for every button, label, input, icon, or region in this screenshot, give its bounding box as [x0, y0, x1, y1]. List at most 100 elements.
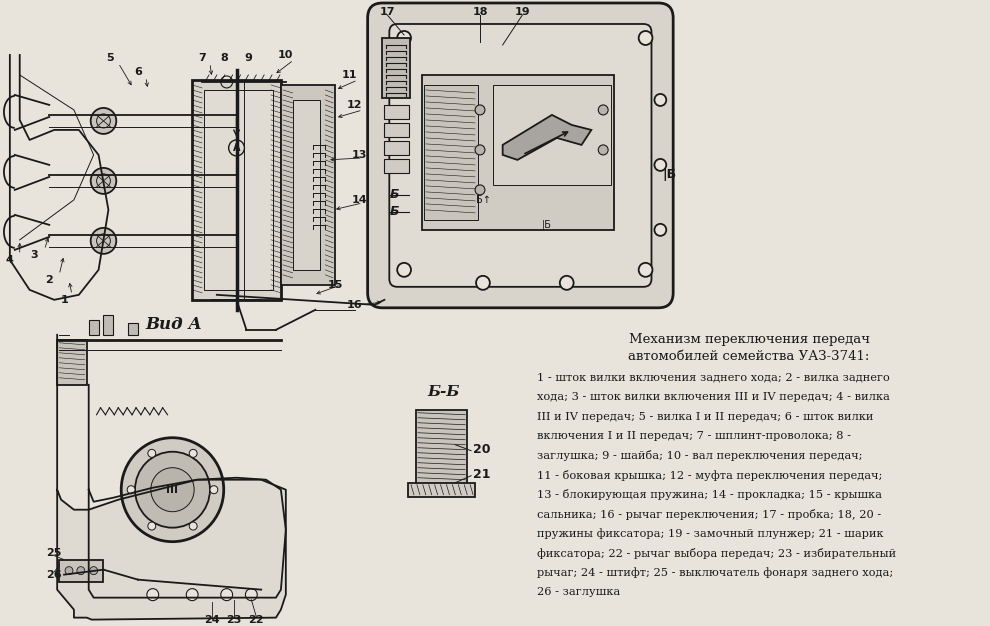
Circle shape: [189, 522, 197, 530]
Polygon shape: [57, 335, 286, 620]
Circle shape: [246, 588, 257, 600]
Bar: [59, 560, 104, 582]
Text: 12: 12: [347, 100, 362, 110]
Text: 3: 3: [31, 250, 39, 260]
Text: Механизм переключения передач: Механизм переключения передач: [629, 333, 869, 346]
Text: 16: 16: [347, 300, 362, 310]
Circle shape: [65, 567, 73, 575]
Text: III и IV передач; 5 - вилка I и II передач; 6 - шток вилки: III и IV передач; 5 - вилка I и II перед…: [538, 412, 873, 422]
Circle shape: [91, 228, 116, 254]
Bar: [424, 85, 478, 220]
Circle shape: [148, 522, 155, 530]
Bar: [89, 320, 99, 335]
Bar: [384, 159, 409, 173]
Text: 7: 7: [198, 53, 206, 63]
Text: 5: 5: [107, 53, 114, 63]
Circle shape: [598, 145, 608, 155]
Text: 1: 1: [60, 295, 68, 305]
Text: фиксатора; 22 - рычаг выбора передач; 23 - избирательный: фиксатора; 22 - рычаг выбора передач; 23…: [538, 548, 896, 558]
Bar: [416, 410, 467, 485]
Text: Б: Б: [389, 205, 399, 218]
Circle shape: [654, 224, 666, 236]
Circle shape: [559, 276, 573, 290]
Circle shape: [639, 31, 652, 45]
Text: 17: 17: [379, 7, 395, 17]
Circle shape: [90, 567, 98, 575]
Bar: [384, 123, 409, 137]
Text: 18: 18: [472, 7, 488, 17]
Text: 2: 2: [46, 275, 53, 285]
Circle shape: [397, 31, 411, 45]
Text: |Б: |Б: [542, 220, 552, 230]
FancyBboxPatch shape: [367, 3, 673, 308]
Text: 6: 6: [134, 67, 142, 77]
Text: III: III: [166, 485, 178, 495]
Bar: [281, 85, 335, 285]
Text: 24: 24: [204, 615, 220, 625]
Bar: [204, 90, 273, 290]
Circle shape: [148, 449, 155, 458]
Text: включения I и II передач; 7 - шплинт-проволока; 8 -: включения I и II передач; 7 - шплинт-про…: [538, 431, 851, 441]
Circle shape: [91, 168, 116, 194]
Text: сальника; 16 - рычаг переключения; 17 - пробка; 18, 20 -: сальника; 16 - рычаг переключения; 17 - …: [538, 509, 881, 520]
Circle shape: [654, 159, 666, 171]
Circle shape: [639, 263, 652, 277]
Text: 11 - боковая крышка; 12 - муфта переключения передач;: 11 - боковая крышка; 12 - муфта переключ…: [538, 470, 882, 481]
Circle shape: [189, 449, 197, 458]
Bar: [384, 105, 409, 119]
Bar: [192, 80, 281, 300]
Text: 19: 19: [515, 7, 531, 17]
Text: 23: 23: [226, 615, 242, 625]
Text: 9: 9: [245, 53, 252, 63]
Text: Б-Б: Б-Б: [428, 385, 459, 399]
Text: 20: 20: [473, 443, 491, 456]
Text: 14: 14: [351, 195, 367, 205]
Circle shape: [210, 486, 218, 494]
Text: А: А: [233, 143, 241, 153]
Circle shape: [475, 105, 485, 115]
Text: Б: Б: [389, 188, 399, 202]
Text: 1 - шток вилки включения заднего хода; 2 - вилка заднего: 1 - шток вилки включения заднего хода; 2…: [538, 372, 890, 382]
Text: 25: 25: [47, 548, 62, 558]
Text: заглушка; 9 - шайба; 10 - вал переключения передач;: заглушка; 9 - шайба; 10 - вал переключен…: [538, 450, 862, 461]
Bar: [382, 38, 410, 98]
Circle shape: [147, 588, 158, 600]
Circle shape: [121, 438, 224, 541]
Bar: [57, 340, 87, 385]
Circle shape: [91, 108, 116, 134]
Circle shape: [475, 185, 485, 195]
Bar: [408, 483, 475, 496]
Circle shape: [127, 486, 135, 494]
Text: 26 - заглушка: 26 - заглушка: [538, 587, 621, 597]
Text: 13: 13: [352, 150, 367, 160]
Polygon shape: [503, 115, 591, 160]
Circle shape: [150, 468, 194, 511]
Circle shape: [135, 452, 210, 528]
Circle shape: [77, 567, 85, 575]
Text: 22: 22: [248, 615, 264, 625]
Bar: [128, 323, 138, 335]
Text: рычаг; 24 - штифт; 25 - выключатель фонаря заднего хода;: рычаг; 24 - штифт; 25 - выключатель фона…: [538, 567, 893, 578]
Circle shape: [186, 588, 198, 600]
Text: 11: 11: [343, 70, 357, 80]
Text: пружины фиксатора; 19 - замочный плунжер; 21 - шарик: пружины фиксатора; 19 - замочный плунжер…: [538, 528, 884, 539]
Text: Вид А: Вид А: [146, 316, 203, 333]
Text: Б↑: Б↑: [475, 195, 490, 205]
Text: |Б: |Б: [662, 168, 676, 182]
Circle shape: [598, 105, 608, 115]
Circle shape: [654, 94, 666, 106]
FancyBboxPatch shape: [389, 24, 651, 287]
Text: 26: 26: [47, 570, 62, 580]
Text: хода; 3 - шток вилки включения III и IV передач; 4 - вилка: хода; 3 - шток вилки включения III и IV …: [538, 393, 890, 403]
Text: 4: 4: [6, 255, 14, 265]
Text: 8: 8: [221, 53, 229, 63]
Circle shape: [475, 145, 485, 155]
Circle shape: [397, 263, 411, 277]
Text: 21: 21: [473, 468, 491, 481]
Circle shape: [221, 588, 233, 600]
Bar: [422, 75, 614, 230]
Text: 10: 10: [278, 50, 293, 60]
Bar: [493, 85, 611, 185]
Circle shape: [476, 276, 490, 290]
Bar: [293, 100, 321, 270]
